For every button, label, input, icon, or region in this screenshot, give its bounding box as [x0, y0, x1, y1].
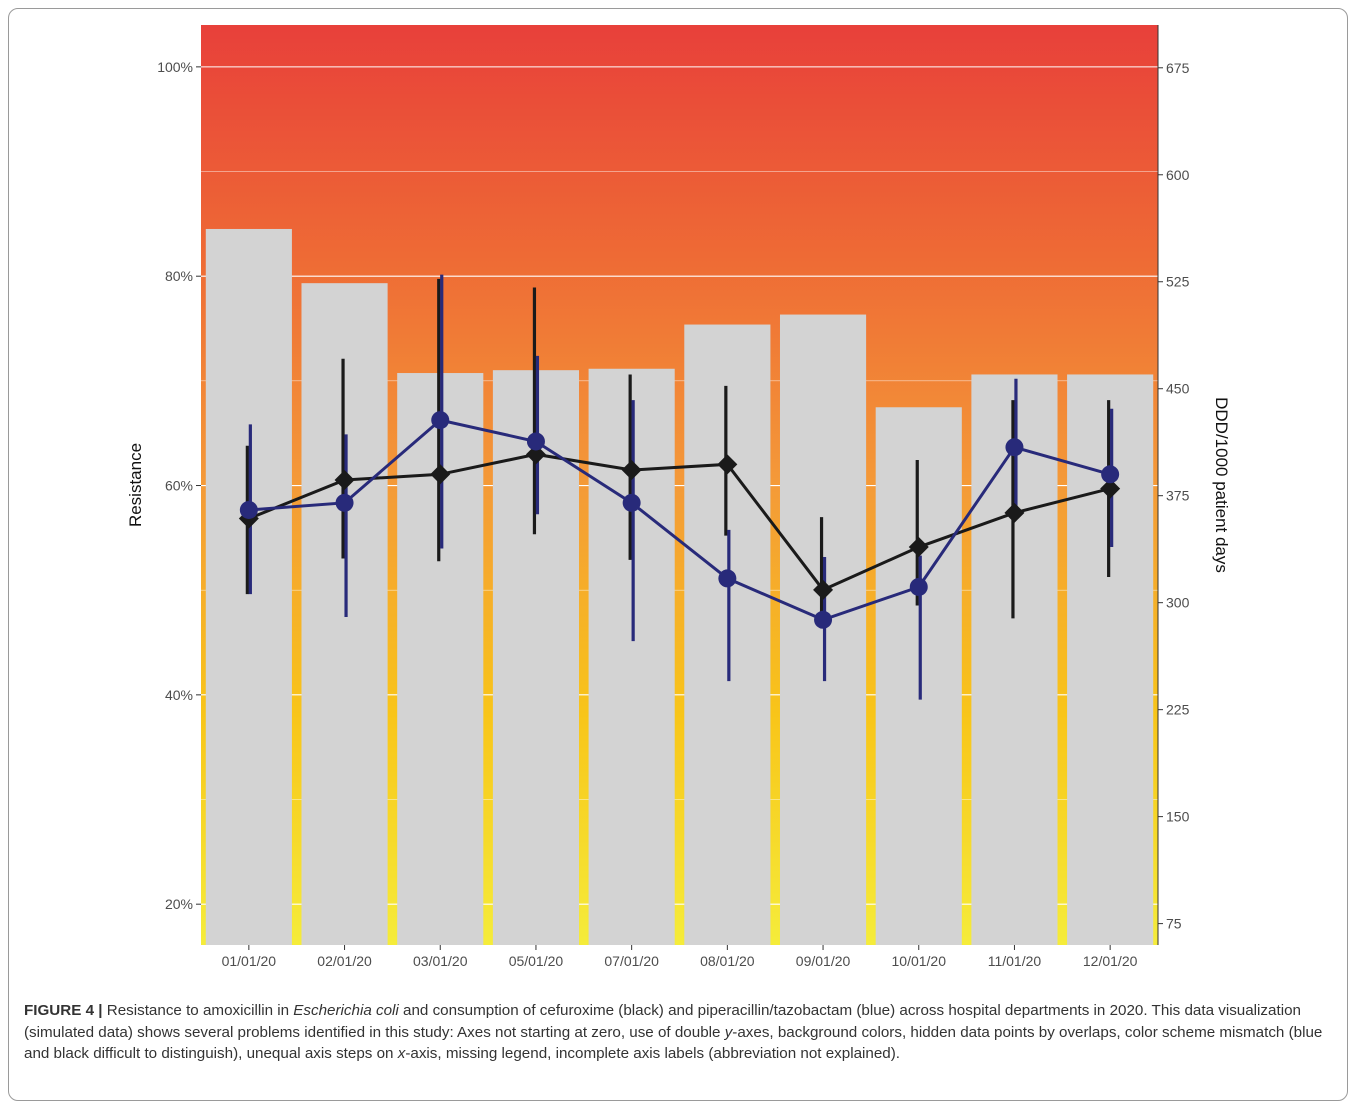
diamond-marker	[621, 460, 642, 481]
left-tick-label: 40%	[165, 687, 193, 703]
circle-marker	[431, 411, 450, 430]
circle-marker	[239, 500, 258, 519]
circle-marker	[335, 493, 354, 512]
right-tick-label: 75	[1166, 916, 1182, 932]
right-tick-label: 675	[1166, 60, 1190, 76]
circle-marker	[622, 493, 641, 512]
circle-marker	[1005, 438, 1024, 457]
circle-marker	[526, 432, 545, 451]
y2-axis-title: DDD/1000 patient days	[1212, 397, 1231, 573]
right-tick-label: 375	[1166, 488, 1190, 504]
circle-marker	[909, 577, 928, 596]
circle-marker	[814, 610, 833, 629]
caption-organism: Escherichia coli	[293, 1002, 399, 1019]
x-tick-label: 05/01/20	[509, 953, 564, 969]
x-tick-label: 11/01/20	[988, 953, 1042, 969]
circle-marker	[1101, 465, 1120, 484]
diamond-marker	[1004, 502, 1025, 523]
chart: 20% 40% 60% 80% 100% 75 150 225 300 375 450 525 600 6…	[126, 25, 1231, 969]
caption-text-2: and consumption of cefuroxime (black) an…	[24, 1002, 1301, 1041]
right-tick-label: 450	[1166, 381, 1190, 397]
caption-text-3: -axes, background colors, hidden data po…	[24, 1023, 1323, 1063]
right-tick-label: 300	[1166, 595, 1190, 611]
circle-marker	[718, 569, 737, 588]
right-tick-label: 600	[1166, 167, 1190, 183]
diamond-marker	[908, 537, 929, 558]
diamond-marker	[717, 454, 738, 475]
diamond-marker	[525, 444, 546, 465]
x-tick-label: 10/01/20	[892, 953, 947, 969]
x-tick-label: 07/01/20	[604, 953, 659, 969]
x-tick-label: 03/01/20	[413, 953, 468, 969]
series-line-1	[248, 418, 1111, 622]
y-axis-title: Resistance	[126, 443, 145, 527]
diamond-marker	[1100, 478, 1121, 499]
left-tick-label: 60%	[165, 478, 193, 494]
x-tick-label: 01/01/20	[222, 953, 277, 969]
figure-label: FIGURE 4 |	[24, 1002, 103, 1019]
left-tick-label: 100%	[157, 59, 193, 75]
caption-text-1: Resistance to amoxicillin in	[102, 1002, 294, 1019]
x-tick-label: 02/01/20	[317, 953, 372, 969]
left-tick-label: 80%	[165, 268, 193, 284]
x-tick-label: 09/01/20	[796, 953, 851, 969]
diamond-marker	[430, 464, 451, 485]
diamond-marker	[813, 579, 834, 600]
right-tick-label: 525	[1166, 274, 1190, 290]
diamond-marker	[334, 470, 355, 491]
right-tick-label: 225	[1166, 702, 1190, 718]
x-tick-label: 08/01/20	[700, 953, 755, 969]
figure-caption: FIGURE 4 | Resistance to amoxicillin in …	[24, 1000, 1324, 1065]
series-line-0	[248, 452, 1111, 592]
left-tick-label: 20%	[165, 896, 193, 912]
x-tick-label: 12/01/20	[1083, 953, 1138, 969]
caption-text-4: -axis, missing legend, incomplete axis l…	[405, 1045, 901, 1062]
caption-x-italic: x	[397, 1045, 406, 1062]
caption-y-italic: y	[724, 1023, 733, 1041]
right-tick-label: 150	[1166, 809, 1190, 825]
